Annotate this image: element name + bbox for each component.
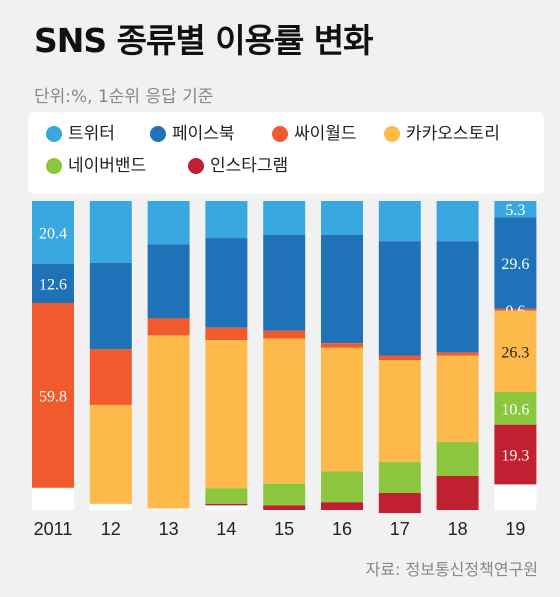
bar-segment (89, 262, 132, 350)
bar-segment (263, 234, 306, 331)
x-tick-label: 2011 (34, 519, 73, 539)
bar-segment (378, 201, 421, 242)
legend-label: 트위터 (68, 124, 115, 144)
source-note: 자료: 정보통신정책연구원 (365, 560, 538, 579)
legend-item: 페이스북 (150, 124, 235, 144)
x-tick-label: 18 (448, 519, 468, 539)
bar-segment (378, 360, 421, 463)
legend-label: 싸이월드 (294, 124, 357, 144)
legend-swatch (46, 126, 62, 142)
data-label: 26.3 (501, 344, 529, 361)
legend-label: 카카오스토리 (406, 124, 500, 144)
bar-segment (378, 462, 421, 494)
legend-swatch (46, 158, 62, 174)
bar-segment (321, 502, 363, 510)
bar-segment (147, 318, 190, 336)
bar-segment (263, 505, 306, 510)
legend-item: 네이버밴드 (46, 156, 146, 176)
bar-segment (205, 238, 248, 328)
bar-segment (494, 424, 537, 485)
x-tick-label: 14 (216, 519, 236, 539)
legend-label: 네이버밴드 (68, 156, 147, 176)
bar-segment (436, 241, 479, 353)
data-label: 29.6 (501, 256, 529, 273)
bar-segment (32, 264, 74, 303)
bar-segment (436, 442, 479, 477)
bar-segment (32, 201, 74, 265)
bar-segment (147, 335, 190, 509)
legend-swatch (272, 126, 288, 142)
bar-segment (378, 241, 421, 356)
data-label: 10.6 (501, 401, 529, 418)
bar-segment (436, 201, 479, 242)
data-label: 12.6 (39, 277, 67, 294)
bar-segment (321, 343, 363, 348)
bar-segment (378, 493, 421, 514)
bar-segment (263, 201, 306, 235)
x-tick-label: 15 (274, 519, 294, 539)
legend-item: 싸이월드 (272, 124, 357, 144)
x-tick-label: 13 (159, 519, 179, 539)
bar-segment (494, 310, 537, 392)
bar-segment (263, 338, 306, 484)
legend-swatch (384, 126, 400, 142)
bar-segment (321, 347, 363, 472)
data-label: 20.4 (39, 226, 67, 243)
bar-segment (205, 503, 248, 506)
chart-subtitle: 단위:%, 1순위 응답 기준 (34, 87, 214, 107)
chart-title: SNS 종류별 이용률 변화 (34, 21, 373, 60)
x-tick-label: 19 (505, 519, 525, 539)
bar-segment (205, 327, 248, 341)
bar-segment (436, 352, 479, 356)
bar-segment (494, 217, 537, 309)
legend-label: 인스타그램 (210, 156, 289, 176)
bar-segment (494, 391, 537, 425)
bar-segment (436, 355, 479, 443)
data-label: 59.8 (39, 388, 67, 405)
bar-segment (263, 330, 306, 339)
bar-segment (378, 355, 421, 361)
bar-segment (89, 201, 132, 263)
legend-item: 인스타그램 (188, 156, 288, 176)
x-tick-label: 17 (390, 519, 410, 539)
x-tick-label: 16 (332, 519, 352, 539)
legend-item: 카카오스토리 (384, 124, 500, 144)
bar-segment (205, 488, 248, 504)
bar-segment (321, 201, 363, 235)
legend-swatch (188, 158, 204, 174)
bar-segment (89, 349, 132, 405)
bar-segment (494, 201, 537, 218)
bar-segment (263, 483, 306, 506)
legend-label: 페이스북 (172, 124, 235, 144)
bar-segment (205, 201, 248, 239)
bar-segment (321, 471, 363, 503)
data-label: 5.3 (505, 202, 525, 219)
bar-segment (205, 340, 248, 489)
bar-segment (436, 476, 479, 510)
x-tick-label: 12 (101, 519, 121, 539)
bar-segment (32, 302, 74, 488)
data-label: 19.3 (501, 448, 529, 465)
bar-segment (147, 244, 190, 319)
bar-segment (147, 201, 190, 245)
legend-item: 트위터 (46, 124, 115, 144)
bar-segment (494, 308, 537, 311)
legend-swatch (150, 126, 166, 142)
bar-segment (321, 234, 363, 344)
bar-segment (89, 404, 132, 504)
